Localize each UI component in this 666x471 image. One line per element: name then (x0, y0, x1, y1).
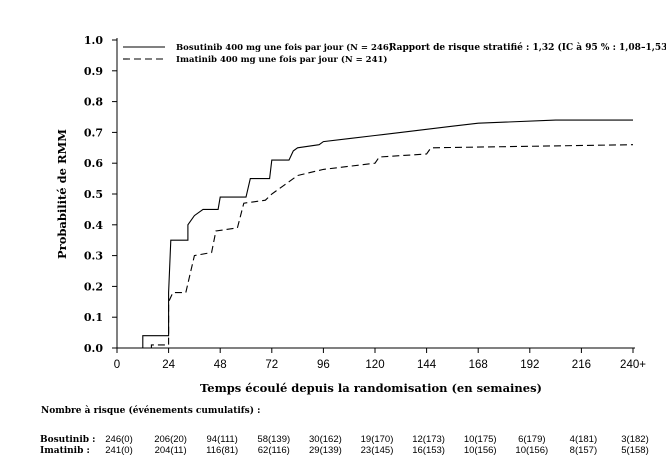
risk-cell: 10(175) (464, 434, 497, 445)
axes (116, 38, 635, 349)
curves (117, 119, 634, 349)
risk-cell: 206(20) (154, 434, 187, 445)
risk-cell: 16(153) (412, 445, 445, 456)
x-tick-label: 240+ (620, 359, 646, 371)
y-tick-label: 0.6 (84, 157, 103, 170)
risk-cell: 58(139) (257, 434, 290, 445)
y-tick-label: 0.1 (84, 311, 103, 324)
legend-label: Imatinib 400 mg une fois par jour (N = 2… (176, 54, 387, 65)
y-tick-label: 0.0 (84, 342, 103, 355)
risk-cell: 4(181) (570, 434, 597, 445)
risk-cell: 10(156) (515, 445, 548, 456)
x-tick-label: 216 (572, 359, 591, 371)
x-tick-label: 0 (114, 359, 120, 371)
y-axis-label: Probabilité de RMM (55, 129, 69, 259)
x-tick-label: 24 (162, 359, 175, 371)
x-tick-label: 96 (317, 359, 330, 371)
x-tick-label: 144 (417, 359, 437, 371)
risk-cell: 8(157) (570, 445, 597, 456)
legend-label: Bosutinib 400 mg une fois par jour (N = … (176, 42, 393, 53)
x-tick-label: 48 (214, 359, 227, 371)
risk-cell: 12(173) (412, 434, 445, 445)
y-tick-label: 0.8 (84, 96, 103, 109)
risk-cell: 62(116) (258, 445, 290, 456)
risk-table-title: Nombre à risque (événements cumulatifs) … (41, 405, 260, 416)
ticks: 0.0 0.1 0.2 0.3 0.4 0.5 0.6 0.7 0.8 0.9 1.0 0 24 48 72… (84, 34, 646, 371)
y-tick-label: 0.7 (84, 126, 103, 139)
risk-row-label: Bosutinib : (40, 435, 96, 445)
risk-cell: 241(0) (105, 445, 132, 456)
y-tick-label: 1.0 (84, 34, 103, 47)
risk-cell: 246(0) (105, 434, 132, 445)
x-tick-label: 192 (520, 359, 539, 371)
risk-cell: 5(158) (621, 445, 648, 456)
risk-cell: 116(81) (206, 445, 238, 456)
legend: Bosutinib 400 mg une fois par jour (N = … (123, 42, 393, 65)
hazard-ratio-annotation: Rapport de risque stratifié : 1,32 (IC à… (389, 42, 666, 53)
risk-cell: 19(170) (361, 434, 394, 445)
y-tick-label: 0.2 (84, 280, 103, 293)
risk-table: Bosutinib : 246(0) 206(20) 94(111) 58(139) 30… (40, 434, 649, 456)
risk-cell: 23(145) (361, 445, 394, 456)
risk-cell: 29(139) (309, 445, 342, 456)
x-axis-label: Temps écoulé depuis la randomisation (en… (200, 381, 542, 395)
y-tick-label: 0.5 (84, 188, 103, 201)
risk-row-label: Imatinib : (40, 446, 90, 456)
y-tick-label: 0.4 (84, 219, 103, 232)
risk-cell: 10(156) (464, 445, 497, 456)
y-tick-label: 0.3 (84, 250, 103, 263)
risk-cell: 204(11) (155, 445, 187, 456)
risk-cell: 6(179) (518, 434, 545, 445)
x-tick-label: 72 (265, 359, 278, 371)
bosutinib-curve (117, 119, 633, 349)
y-tick-label: 0.9 (84, 65, 103, 78)
imatinib-curve (117, 144, 634, 349)
risk-cell: 3(182) (621, 434, 648, 445)
risk-cell: 94(111) (207, 434, 238, 445)
x-tick-label: 168 (469, 359, 488, 371)
risk-cell: 30(162) (309, 434, 342, 445)
x-tick-label: 120 (365, 359, 384, 371)
